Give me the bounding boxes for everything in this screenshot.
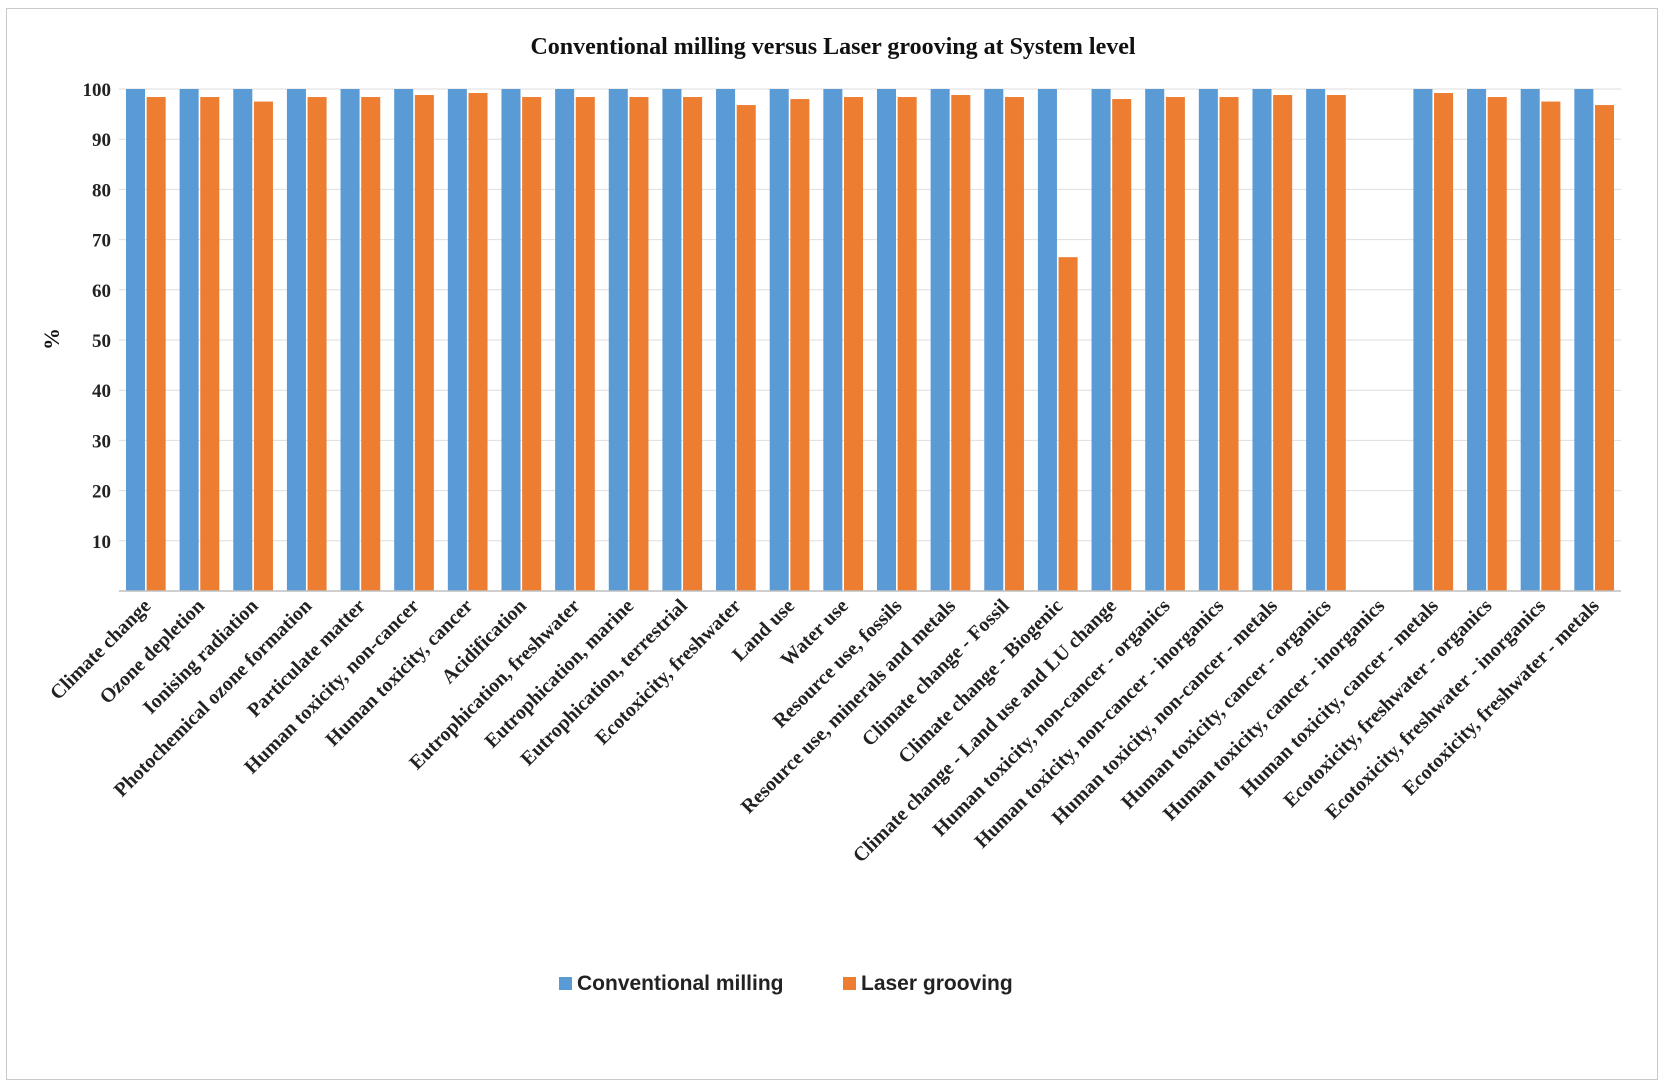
y-axis-title: %	[39, 328, 64, 350]
bar-conventional-milling-resource-use-minerals-and-metals	[930, 89, 950, 591]
bar-conventional-milling-climate-change-biogenic	[1037, 89, 1057, 591]
bar-chart: Conventional milling versus Laser groovi…	[39, 34, 1621, 995]
y-tick-label-70: 70	[92, 231, 111, 252]
y-tick-label-100: 100	[83, 80, 112, 101]
bar-laser-grooving-water-use	[843, 97, 864, 592]
bar-laser-grooving-ecotoxicity-freshwater-organics	[1487, 97, 1507, 592]
bar-conventional-milling-human-toxicity-cancer	[447, 89, 467, 591]
y-tick-label-60: 60	[92, 281, 111, 302]
bar-conventional-milling-eutrophication-marine	[608, 89, 628, 591]
bar-laser-grooving-human-toxicity-non-cancer-organics	[1165, 97, 1185, 592]
y-tick-label-30: 30	[92, 431, 111, 452]
bar-conventional-milling-human-toxicity-non-cancer	[394, 89, 414, 591]
bar-laser-grooving-eutrophication-marine	[629, 97, 649, 592]
bar-laser-grooving-photochemical-ozone-formation	[307, 97, 327, 592]
bar-laser-grooving-human-toxicity-non-cancer	[414, 95, 434, 592]
bar-laser-grooving-climate-change-fossil	[1004, 97, 1024, 592]
legend: Conventional milling Laser grooving	[559, 972, 1013, 995]
bar-conventional-milling-land-use	[769, 89, 789, 591]
bar-conventional-milling-acidification	[501, 89, 521, 591]
bar-laser-grooving-ecotoxicity-freshwater-metals	[1594, 105, 1615, 592]
bar-laser-grooving-ecotoxicity-freshwater	[736, 105, 756, 592]
bar-conventional-milling-ecotoxicity-freshwater	[716, 89, 736, 591]
bar-conventional-milling-human-toxicity-non-cancer-inorganics	[1198, 89, 1218, 591]
bars	[125, 89, 1615, 592]
bar-conventional-milling-water-use	[823, 89, 843, 591]
bar-conventional-milling-climate-change	[125, 89, 146, 591]
bar-conventional-milling-photochemical-ozone-formation	[286, 89, 306, 591]
legend-label-conventional-milling: Conventional milling	[577, 972, 784, 995]
bar-laser-grooving-ozone-depletion	[200, 97, 220, 592]
y-tick-label-80: 80	[92, 180, 111, 201]
bar-laser-grooving-climate-change-biogenic	[1058, 257, 1078, 591]
bar-conventional-milling-particulate-matter	[340, 89, 360, 591]
bar-conventional-milling-human-toxicity-cancer-metals	[1413, 89, 1433, 591]
x-category-label-ecotoxicity-freshwater-metals: Ecotoxicity, freshwater - metals	[1399, 595, 1604, 800]
chart-frame: Conventional milling versus Laser groovi…	[6, 8, 1658, 1080]
x-category-label-photochemical-ozone-formation: Photochemical ozone formation	[110, 595, 316, 801]
bar-conventional-milling-eutrophication-freshwater	[555, 89, 575, 591]
bar-conventional-milling-climate-change-land-use-and-lu-change	[1091, 89, 1111, 591]
bar-laser-grooving-human-toxicity-cancer-organics	[1326, 95, 1346, 592]
bar-conventional-milling-ionising-radiation	[233, 89, 253, 591]
bar-laser-grooving-acidification	[522, 97, 542, 592]
y-tick-label-50: 50	[92, 331, 111, 352]
bar-conventional-milling-eutrophication-terrestrial	[662, 89, 682, 591]
bar-conventional-milling-ecotoxicity-freshwater-metals	[1574, 89, 1594, 591]
bar-laser-grooving-human-toxicity-cancer	[468, 93, 488, 592]
bar-laser-grooving-ecotoxicity-freshwater-inorganics	[1541, 101, 1561, 592]
bar-laser-grooving-eutrophication-freshwater	[575, 97, 595, 592]
legend-swatch-conventional-milling	[559, 977, 572, 990]
y-tick-label-90: 90	[92, 130, 111, 151]
bar-laser-grooving-eutrophication-terrestrial	[683, 97, 703, 592]
bar-conventional-milling-human-toxicity-non-cancer-organics	[1145, 89, 1165, 591]
bar-conventional-milling-climate-change-fossil	[984, 89, 1004, 591]
bar-conventional-milling-resource-use-fossils	[876, 89, 897, 591]
bar-conventional-milling-ecotoxicity-freshwater-inorganics	[1520, 89, 1540, 591]
bar-conventional-milling-human-toxicity-cancer-organics	[1306, 89, 1326, 591]
legend-label-laser-grooving: Laser grooving	[861, 972, 1013, 995]
y-tick-label-40: 40	[92, 381, 111, 402]
y-tick-label-10: 10	[92, 532, 111, 553]
bar-conventional-milling-human-toxicity-non-cancer-metals	[1252, 89, 1272, 591]
y-tick-label-20: 20	[92, 482, 111, 503]
bar-laser-grooving-ionising-radiation	[253, 101, 273, 592]
bar-laser-grooving-climate-change-land-use-and-lu-change	[1112, 99, 1132, 591]
bar-laser-grooving-human-toxicity-non-cancer-metals	[1273, 95, 1293, 592]
bar-laser-grooving-particulate-matter	[361, 97, 381, 592]
bar-laser-grooving-human-toxicity-cancer-metals	[1434, 93, 1454, 592]
bar-laser-grooving-climate-change	[146, 97, 166, 592]
y-axis-ticks: 10 20 30 40 50 60 70 80 90 100	[83, 80, 112, 553]
bar-conventional-milling-ecotoxicity-freshwater-organics	[1467, 89, 1487, 591]
bar-laser-grooving-resource-use-minerals-and-metals	[951, 95, 971, 592]
bar-conventional-milling-ozone-depletion	[179, 89, 199, 591]
legend-swatch-laser-grooving	[843, 977, 856, 990]
chart-title: Conventional milling versus Laser groovi…	[530, 34, 1135, 60]
bar-laser-grooving-resource-use-fossils	[897, 97, 917, 592]
x-category-label-human-toxicity-non-cancer-inorganics: Human toxicity, non-cancer - inorganics	[971, 595, 1229, 853]
bar-laser-grooving-land-use	[790, 99, 810, 591]
bar-laser-grooving-human-toxicity-non-cancer-inorganics	[1219, 97, 1239, 592]
